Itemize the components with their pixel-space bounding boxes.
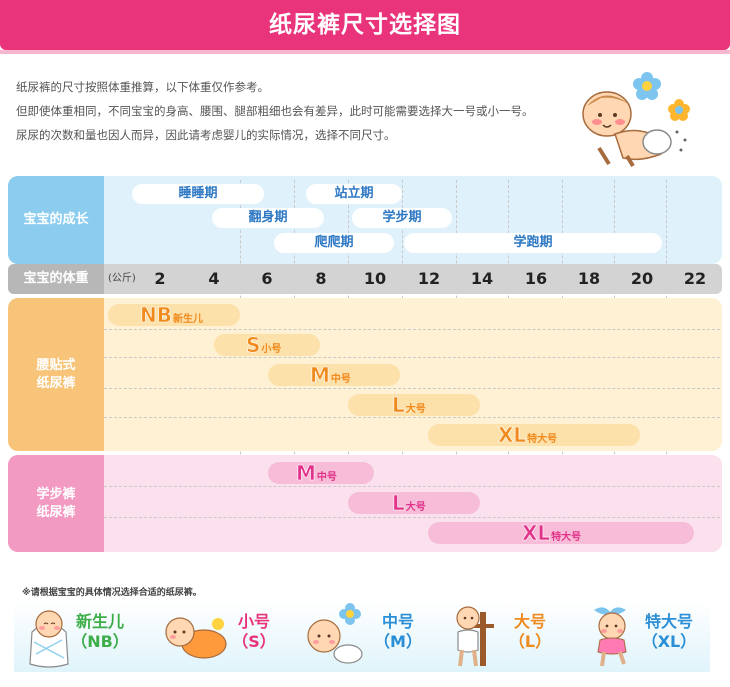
size-code: L bbox=[392, 491, 405, 515]
grid-line bbox=[104, 486, 720, 487]
tape-size-l: L大号 bbox=[392, 393, 426, 417]
legend-nb-code: （NB） bbox=[71, 632, 129, 651]
tape-size-s: S小号 bbox=[246, 333, 282, 357]
tape-size-bar-m bbox=[268, 364, 400, 386]
newborn-baby-icon bbox=[29, 610, 69, 668]
intro-line-2: 但即使体重相同，不同宝宝的身高、腰围、腿部粗细也会有差异，此时可能需要选择大一号… bbox=[16, 104, 534, 118]
size-label: 大号 bbox=[405, 404, 426, 415]
pants-header-line-2: 纸尿裤 bbox=[36, 505, 76, 520]
legend-m: 中号 （M） bbox=[368, 612, 428, 652]
page-title: 纸尿裤尺寸选择图 bbox=[269, 12, 461, 38]
legend-nb-name: 新生儿 bbox=[75, 612, 124, 631]
legend-l-name: 大号 bbox=[513, 612, 546, 631]
weight-tick: 12 bbox=[417, 269, 441, 288]
pants-size-bar-l bbox=[348, 492, 480, 514]
weight-row bbox=[8, 264, 722, 294]
size-label: 中号 bbox=[316, 472, 337, 483]
legend-l: 大号 （L） bbox=[502, 612, 558, 652]
tape-size-nb: NB新生儿 bbox=[140, 303, 203, 327]
grid-line bbox=[104, 329, 720, 330]
weight-tick: 16 bbox=[524, 269, 548, 288]
stage-sleeping: 睡睡期 bbox=[132, 184, 264, 204]
weight-header: 宝宝的体重 bbox=[8, 264, 104, 294]
size-code: S bbox=[246, 333, 261, 357]
pants-size-l: L大号 bbox=[392, 491, 426, 515]
baby-with-flowers-illustration bbox=[582, 72, 690, 168]
legend-s-name: 小号 bbox=[237, 612, 270, 631]
legend-xl-name: 特大号 bbox=[644, 612, 693, 631]
stage-toddling: 学步期 bbox=[352, 208, 452, 228]
weight-tick: 6 bbox=[261, 269, 273, 288]
pants-size-bar-xl bbox=[428, 522, 694, 544]
growth-header: 宝宝的成长 bbox=[8, 176, 104, 264]
tape-size-bar-xl bbox=[428, 424, 640, 446]
legend-m-code: （M） bbox=[374, 632, 422, 651]
tape-diaper-header: 腰贴式 纸尿裤 bbox=[8, 298, 104, 451]
tape-header-line-1: 腰贴式 bbox=[36, 358, 76, 373]
weight-tick: 22 bbox=[683, 269, 707, 288]
legend-xl: 特大号 （XL） bbox=[636, 612, 702, 652]
intro-line-1: 纸尿裤的尺寸按照体重推算，以下体重仅作参考。 bbox=[16, 80, 269, 94]
pants-size-xl: XL特大号 bbox=[522, 521, 582, 545]
size-label: 中号 bbox=[330, 374, 351, 385]
weight-tick: 18 bbox=[577, 269, 601, 288]
walking-baby-icon bbox=[594, 607, 627, 667]
size-code: M bbox=[296, 461, 317, 485]
standing-baby-icon bbox=[456, 606, 494, 667]
legend-s: 小号 （S） bbox=[228, 612, 280, 652]
size-label: 特大号 bbox=[527, 434, 558, 445]
weight-tick: 20 bbox=[630, 269, 654, 288]
tape-size-bar-l bbox=[348, 394, 480, 416]
pants-diaper-header: 学步裤 纸尿裤 bbox=[8, 455, 104, 552]
stage-rolling: 翻身期 bbox=[212, 208, 324, 228]
size-code: L bbox=[392, 393, 405, 417]
weight-tick: 14 bbox=[470, 269, 494, 288]
pants-header-line-1: 学步裤 bbox=[36, 487, 76, 502]
weight-tick: 2 bbox=[154, 269, 166, 288]
grid-line bbox=[104, 388, 720, 389]
tape-size-bar-nb bbox=[108, 304, 240, 326]
sitting-baby-icon bbox=[307, 603, 363, 664]
size-label: 新生儿 bbox=[172, 314, 203, 325]
size-label: 大号 bbox=[405, 502, 426, 513]
grid-line bbox=[104, 357, 720, 358]
footnote: ※请根据宝宝的具体情况选择合适的纸尿裤。 bbox=[22, 588, 202, 598]
header-banner bbox=[0, 0, 730, 50]
stage-standing: 站立期 bbox=[306, 184, 402, 204]
pants-size-m: M中号 bbox=[296, 461, 337, 485]
size-label: 特大号 bbox=[551, 532, 582, 543]
size-code: XL bbox=[522, 521, 551, 545]
weight-tick: 4 bbox=[208, 269, 220, 288]
header-strip bbox=[0, 50, 730, 54]
legend-xl-code: （XL） bbox=[641, 632, 697, 651]
legend-l-code: （L） bbox=[508, 632, 552, 651]
size-code: XL bbox=[498, 423, 527, 447]
size-code: NB bbox=[140, 303, 173, 327]
pants-size-bar-m bbox=[268, 462, 374, 484]
tape-size-m: M中号 bbox=[310, 363, 351, 387]
stage-running: 学跑期 bbox=[404, 233, 662, 253]
grid-line bbox=[104, 417, 720, 418]
size-legend-strip bbox=[14, 602, 710, 672]
intro-line-3: 尿尿的次数和量也因人而异，因此请考虑婴儿的实际情况，选择不同尺寸。 bbox=[16, 128, 396, 142]
legend-s-code: （S） bbox=[232, 632, 276, 651]
weight-tick: 8 bbox=[315, 269, 327, 288]
crawling-baby-icon bbox=[165, 617, 227, 659]
stage-crawling: 爬爬期 bbox=[274, 233, 394, 253]
weight-tick: 10 bbox=[363, 269, 387, 288]
tape-size-bar-s bbox=[214, 334, 320, 356]
size-label: 小号 bbox=[261, 344, 282, 355]
tape-header-line-2: 纸尿裤 bbox=[36, 376, 76, 391]
grid-line bbox=[104, 517, 720, 518]
legend-m-name: 中号 bbox=[381, 612, 414, 631]
size-code: M bbox=[310, 363, 331, 387]
legend-nb: 新生儿 （NB） bbox=[70, 612, 130, 652]
weight-unit: (公斤) bbox=[108, 273, 136, 284]
tape-size-xl: XL特大号 bbox=[498, 423, 558, 447]
